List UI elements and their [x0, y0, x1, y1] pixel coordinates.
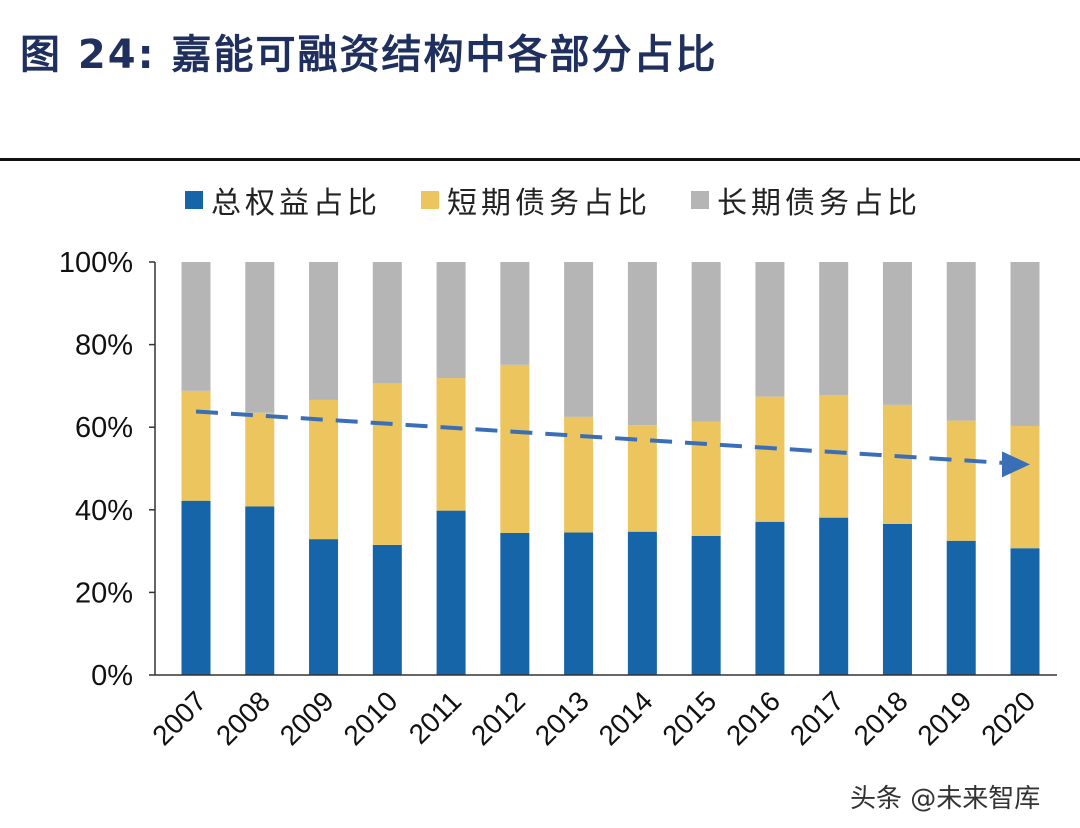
bar-2019-series-1: [946, 420, 976, 541]
title-divider: [0, 158, 1080, 161]
x-tick-label: 2007: [146, 685, 212, 751]
x-tick-label: 2013: [529, 685, 595, 751]
bar-2007-series-1: [181, 390, 211, 501]
bar-2010-series-1: [372, 383, 402, 545]
bar-2018-series-0: [882, 523, 912, 675]
bar-2012-series-0: [500, 532, 530, 675]
y-tick-label: 40%: [75, 495, 133, 527]
bar-2009-series-2: [309, 262, 339, 400]
x-tick-label: 2011: [403, 685, 468, 750]
bar-2014-series-2: [627, 262, 657, 426]
bar-2014-series-0: [627, 531, 657, 675]
bar-2020-series-2: [1010, 262, 1040, 426]
bar-2007-series-2: [181, 262, 211, 391]
bar-2008-series-2: [245, 262, 275, 413]
bar-2013-series-2: [564, 262, 594, 417]
bar-2015-series-1: [691, 421, 721, 536]
x-tick-label: 2008: [210, 685, 276, 751]
x-tick-label: 2018: [848, 685, 914, 751]
legend-label-equity: 总权益占比: [211, 186, 381, 221]
bar-2016-series-2: [755, 262, 785, 397]
bar-2012-series-1: [500, 364, 530, 533]
bar-2009-series-1: [309, 399, 339, 540]
bar-2018-series-2: [882, 262, 912, 405]
bar-2008-series-0: [245, 506, 275, 675]
bar-2019-series-2: [946, 262, 976, 421]
x-tick-label: 2017: [784, 685, 850, 751]
watermark: 头条 @未来智库: [850, 784, 1041, 814]
bar-2020-series-1: [1010, 425, 1040, 549]
y-tick-label: 80%: [75, 330, 133, 362]
bar-2017-series-0: [819, 517, 849, 675]
x-tick-label: 2012: [465, 685, 531, 751]
bar-2007-series-0: [181, 500, 211, 675]
bar-2019-series-0: [946, 540, 976, 675]
bar-2014-series-1: [627, 425, 657, 532]
legend-label-short-debt: 短期债务占比: [447, 186, 651, 221]
legend-swatch-short-debt: [421, 191, 439, 209]
bar-2011-series-1: [436, 378, 466, 511]
trend-arrow-head: [1002, 451, 1030, 478]
bar-2012-series-2: [500, 262, 530, 365]
bar-2013-series-0: [564, 532, 594, 675]
bar-2010-series-2: [372, 262, 402, 384]
legend-label-long-debt: 长期债务占比: [717, 186, 921, 221]
legend: 总权益占比 短期债务占比 长期债务占比: [185, 178, 921, 222]
bar-2010-series-0: [372, 544, 402, 675]
bar-2009-series-0: [309, 539, 339, 675]
bar-2015-series-2: [691, 262, 721, 422]
trend-arrow-line: [195, 409, 1004, 465]
legend-item-short-debt: 短期债务占比: [421, 178, 651, 222]
bar-2020-series-0: [1010, 548, 1040, 675]
x-tick-label: 2019: [912, 685, 978, 751]
x-tick-label: 2015: [656, 685, 722, 751]
bar-2018-series-1: [882, 404, 912, 524]
x-tick-label: 2014: [593, 685, 659, 751]
x-tick-label: 2009: [274, 685, 340, 751]
bar-2016-series-0: [755, 521, 785, 675]
bar-2008-series-1: [245, 412, 275, 507]
bar-2017-series-1: [819, 394, 849, 518]
bar-2015-series-0: [691, 535, 721, 675]
y-tick-label: 20%: [75, 577, 133, 609]
x-tick-label: 2010: [338, 685, 404, 751]
x-tick-label: 2020: [975, 685, 1041, 751]
bar-2011-series-2: [436, 262, 466, 379]
legend-item-equity: 总权益占比: [185, 178, 381, 222]
x-tick-label: 2016: [720, 685, 786, 751]
y-tick-label: 60%: [75, 412, 133, 444]
figure-title: 图 24: 嘉能可融资结构中各部分占比: [20, 32, 718, 78]
legend-swatch-long-debt: [691, 191, 709, 209]
bar-2013-series-1: [564, 416, 594, 533]
legend-swatch-equity: [185, 191, 203, 209]
bar-2016-series-1: [755, 396, 785, 522]
y-tick-label: 0%: [91, 660, 133, 692]
bar-2017-series-2: [819, 262, 849, 395]
bar-2011-series-0: [436, 510, 466, 675]
y-tick-label: 100%: [59, 247, 133, 279]
legend-item-long-debt: 长期债务占比: [691, 178, 921, 222]
